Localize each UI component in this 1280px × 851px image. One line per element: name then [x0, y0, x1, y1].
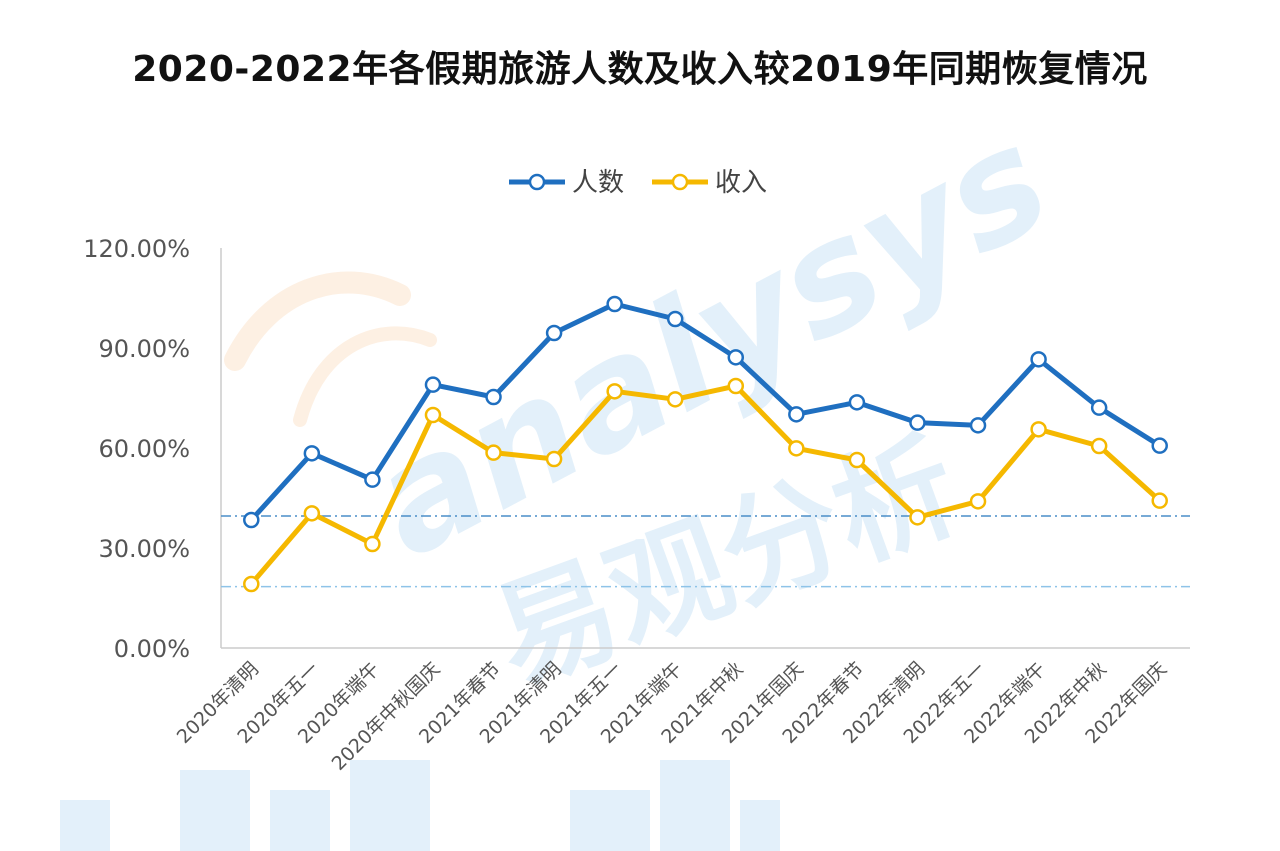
- data-point: [545, 324, 563, 342]
- series-line: [248, 383, 1163, 587]
- reference-lines: [221, 515, 1190, 588]
- data-point: [606, 383, 623, 400]
- y-tick-label: 0.00%: [114, 635, 190, 663]
- data-point: [727, 377, 745, 395]
- data-point: [727, 349, 745, 366]
- x-axis-ticks: 2020年清明2020年五一2020年端午2020年中秋国庆2021年春节202…: [173, 658, 1171, 775]
- data-point: [1151, 437, 1168, 454]
- data-point: [545, 450, 563, 468]
- data-point: [485, 388, 502, 406]
- legend-item-revenue: 收入: [652, 168, 767, 198]
- data-point: [1090, 437, 1108, 455]
- data-point: [969, 493, 987, 510]
- y-tick-label: 120.00%: [83, 235, 190, 263]
- data-point: [243, 511, 260, 529]
- series-line: [248, 301, 1163, 523]
- watermark-logo-arc: [224, 271, 411, 371]
- data-point: [969, 417, 987, 434]
- series-layer: [243, 295, 1168, 593]
- chart-title: 2020-2022年各假期旅游人数及收入较2019年同期恢复情况: [132, 49, 1148, 90]
- data-point: [909, 509, 926, 526]
- y-tick-label: 90.00%: [98, 335, 190, 363]
- data-point: [1151, 492, 1168, 509]
- watermark-logo-arc-2: [293, 326, 437, 427]
- data-point: [666, 391, 684, 408]
- data-point: [909, 414, 926, 431]
- y-tick-label: 30.00%: [98, 535, 190, 563]
- data-point: [424, 406, 442, 424]
- series-1: [243, 377, 1168, 593]
- data-point: [303, 445, 321, 462]
- legend: 人数 收入: [509, 168, 767, 198]
- data-point: [364, 471, 381, 488]
- data-point: [1030, 421, 1047, 438]
- data-point: [364, 535, 381, 553]
- data-point: [303, 505, 321, 522]
- data-point: [243, 575, 260, 593]
- legend-item-people: 人数: [509, 168, 624, 198]
- data-point: [1030, 351, 1047, 368]
- legend-label-revenue: 收入: [715, 168, 767, 198]
- data-point: [485, 444, 502, 461]
- data-point: [848, 451, 866, 469]
- data-point: [606, 295, 623, 313]
- data-point: [848, 394, 866, 411]
- x-tick-label: 2020年中秋国庆: [328, 658, 445, 775]
- data-point: [788, 440, 805, 457]
- data-point: [666, 310, 684, 328]
- watermark-buildings: [60, 760, 780, 851]
- legend-marker-revenue: [671, 173, 689, 191]
- data-point: [1090, 399, 1108, 416]
- series-0: [243, 295, 1168, 529]
- y-axis-ticks: 0.00% 30.00% 60.00% 90.00% 120.00%: [83, 235, 190, 663]
- y-tick-label: 60.00%: [98, 435, 190, 463]
- data-point: [788, 406, 805, 423]
- legend-marker-people: [528, 173, 546, 191]
- legend-label-people: 人数: [572, 168, 624, 198]
- data-point: [424, 376, 442, 393]
